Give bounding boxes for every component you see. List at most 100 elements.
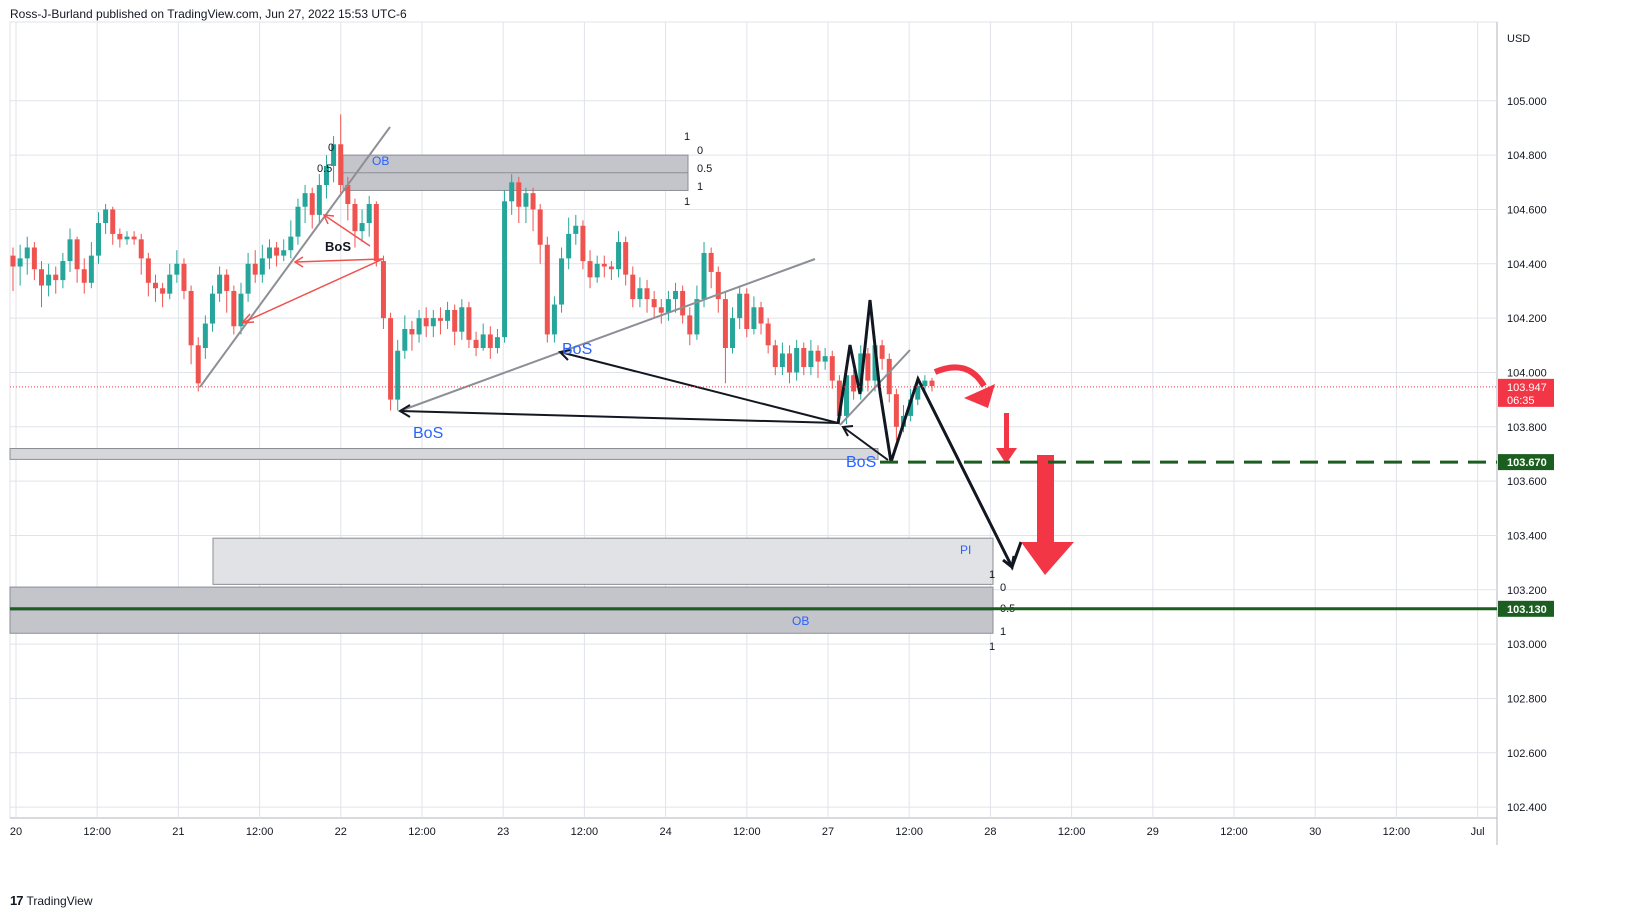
candle-body <box>616 242 622 270</box>
candle-body <box>872 345 878 381</box>
time-tick-label: 12:00 <box>571 826 599 838</box>
candle-body <box>822 356 828 362</box>
candle-body <box>238 293 244 327</box>
candle-body <box>195 345 201 384</box>
candle-body <box>908 399 914 416</box>
last-price-tag <box>1498 378 1554 407</box>
candle-body <box>580 225 586 262</box>
candle-body <box>808 350 814 368</box>
tradingview-logo-icon: 17 <box>10 893 24 908</box>
bos-arrow-head <box>293 256 304 268</box>
price-tick-label: 103.000 <box>1507 639 1547 651</box>
candle-body <box>587 261 593 278</box>
candle-body <box>202 323 208 349</box>
candle-body <box>608 266 614 270</box>
candle-body <box>566 233 572 259</box>
bos-arrow-line <box>323 214 371 247</box>
fib-level-label: 1 <box>684 131 690 143</box>
candle-body <box>516 182 522 207</box>
candle-body <box>815 350 821 362</box>
bos-arrow-line <box>241 258 384 324</box>
candle-body <box>181 263 187 291</box>
candle-body <box>779 353 785 368</box>
candle-body <box>402 328 408 351</box>
candle-body <box>509 182 515 202</box>
candle-body <box>865 353 871 381</box>
candle-body <box>266 247 272 259</box>
time-tick-label: 12:00 <box>408 826 436 838</box>
candle-body <box>680 290 686 316</box>
time-tick-label: 29 <box>1147 826 1159 838</box>
candle-body <box>737 293 743 319</box>
candle-body <box>744 293 750 329</box>
candle-body <box>274 247 280 256</box>
candle-body <box>886 358 892 395</box>
candle-body <box>722 299 728 349</box>
candle-body <box>544 244 550 335</box>
candle-body <box>915 386 921 400</box>
candle-body <box>644 288 650 300</box>
bos-label: BoS <box>325 239 351 254</box>
bos-arrow-head <box>841 425 854 437</box>
time-tick-label: 30 <box>1309 826 1321 838</box>
candle-body <box>252 263 258 275</box>
fib-level-label: 1 <box>684 196 690 208</box>
price-tick-label: 105.000 <box>1507 96 1547 108</box>
time-tick-label: 24 <box>659 826 671 838</box>
candle-body <box>630 274 636 300</box>
zone-label: PI <box>960 543 971 557</box>
candle-body <box>217 274 223 294</box>
fib-level-label: 1 <box>989 641 995 653</box>
candle-body <box>423 318 429 327</box>
time-tick-label: 12:00 <box>1058 826 1086 838</box>
fib-level-label: 0.5 <box>697 163 712 175</box>
candle-body <box>708 252 714 272</box>
candle-body <box>694 299 700 335</box>
candle-body <box>67 239 73 262</box>
candle-body <box>851 375 857 392</box>
candle-body <box>787 353 793 373</box>
candle-body <box>53 274 59 281</box>
price-tick-label: 104.200 <box>1507 313 1547 325</box>
candle-body <box>224 274 230 291</box>
price-tick-label: 104.800 <box>1507 150 1547 162</box>
price-tick-label: 104.400 <box>1507 259 1547 271</box>
fib-level-label: 1 <box>989 569 995 581</box>
tradingview-branding[interactable]: 17 TradingView <box>10 893 93 908</box>
candle-body <box>352 204 358 232</box>
tradingview-brand-label: TradingView <box>26 893 93 908</box>
bos-arrow-head <box>322 214 335 225</box>
candle-body <box>145 258 151 283</box>
candle-body <box>31 247 37 270</box>
candle-body <box>801 348 807 368</box>
time-tick-label: 12:00 <box>83 826 111 838</box>
candle-body <box>138 239 144 259</box>
candle-body <box>623 242 629 275</box>
candle-body <box>302 193 308 207</box>
candle-body <box>730 318 736 349</box>
price-tick-label: 104.000 <box>1507 367 1547 379</box>
candle-body <box>673 290 679 300</box>
time-tick-label: 12:00 <box>895 826 923 838</box>
candle-body <box>60 261 66 281</box>
candle-body <box>836 380 842 416</box>
candle-body <box>17 258 23 267</box>
price-tick-label: 102.800 <box>1507 693 1547 705</box>
bos-label: BoS <box>846 454 876 471</box>
candle-body <box>701 252 707 300</box>
candle-body <box>559 258 565 305</box>
candle-body <box>879 345 885 359</box>
candle-body <box>637 288 643 300</box>
time-tick-label: Jul <box>1471 826 1485 838</box>
candle-body <box>231 290 237 327</box>
candle-body <box>758 307 764 324</box>
bos-arrow-line <box>559 351 839 424</box>
candle-body <box>24 247 30 259</box>
candle-body <box>651 299 657 308</box>
chart-zones <box>9 154 994 634</box>
time-tick-label: 12:00 <box>246 826 274 838</box>
candle-body <box>494 337 500 349</box>
candle-body <box>523 193 529 207</box>
